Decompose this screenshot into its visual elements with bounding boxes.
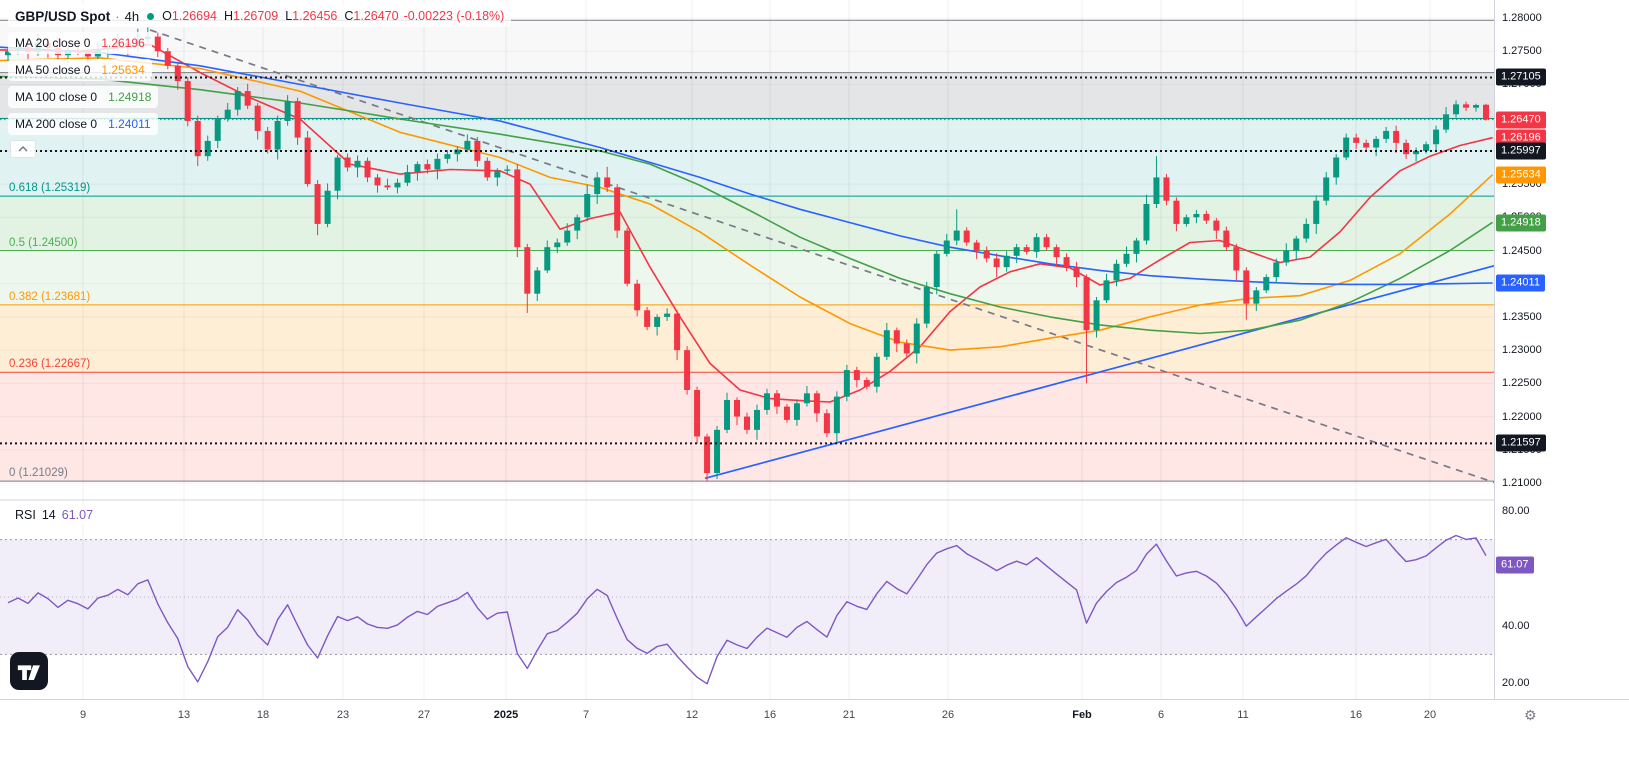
- ohlc-pair: C1.26470: [344, 9, 399, 23]
- price-axis-label: 1.21000: [1502, 477, 1542, 489]
- symbol-row: GBP/USD Spot · 4h O1.26694 H1.26709 L1.264…: [8, 5, 512, 27]
- chevron-up-icon: [18, 146, 28, 152]
- price-tag: 1.21597: [1496, 434, 1546, 452]
- price-axis-label: 1.23500: [1502, 310, 1542, 323]
- ma-label: MA 100 close 0: [15, 90, 98, 104]
- chart-legend: GBP/USD Spot · 4h O1.26694 H1.26709 L1.264…: [8, 5, 512, 158]
- ma-20-line[interactable]: [0, 43, 1493, 403]
- ma-legend-row[interactable]: MA 100 close 0 1.24918: [8, 86, 159, 108]
- time-axis-label: 23: [336, 709, 350, 721]
- ma-label: MA 20 close 0: [15, 36, 91, 50]
- time-axis-label: 13: [177, 709, 191, 721]
- pane-resize-handle[interactable]: [0, 498, 1494, 503]
- time-axis-label: 12: [685, 709, 699, 721]
- ohlc-pair: L1.26456: [285, 9, 338, 23]
- rsi-pane: [0, 539, 1494, 655]
- ma-50-line[interactable]: [0, 57, 1493, 351]
- ma-value: 1.25634: [101, 63, 145, 77]
- ma-value: 1.24918: [108, 90, 152, 104]
- time-axis-label: 6: [1157, 709, 1165, 721]
- rsi-indicator-name[interactable]: RSI: [15, 508, 36, 522]
- price-axis-label: 20.00: [1502, 677, 1530, 689]
- rsi-indicator-params: 14: [41, 508, 56, 522]
- price-tag: 1.27105: [1496, 68, 1546, 86]
- price-tag: 1.25997: [1496, 142, 1546, 160]
- time-axis-label: 18: [256, 709, 270, 721]
- separator-dot: ·: [115, 8, 120, 24]
- time-axis-label: 16: [763, 709, 777, 721]
- price-axis-label: 1.22500: [1502, 377, 1542, 390]
- price-axis-label: 1.24500: [1502, 244, 1542, 257]
- fib-level-label: 0 (1.21029): [9, 467, 68, 480]
- fib-level-label: 0.5 (1.24500): [9, 236, 78, 249]
- time-axis-label: 11: [1237, 709, 1249, 721]
- time-axis-label: 20: [1423, 709, 1437, 721]
- ma-200-line[interactable]: [0, 46, 1493, 286]
- symbol-title[interactable]: GBP/USD Spot: [15, 8, 111, 24]
- ma-legend-row[interactable]: MA 50 close 0 1.25634: [8, 59, 152, 81]
- fib-bands: [0, 20, 1494, 482]
- price-tag: 1.25634: [1496, 166, 1546, 184]
- time-axis-label: 9: [79, 709, 87, 721]
- tradingview-logo-icon: [10, 652, 48, 690]
- price-axis-label: 1.28000: [1502, 12, 1542, 24]
- time-axis-label: 7: [582, 709, 590, 721]
- ma-legend-rows: MA 20 close 0 1.26196 MA 50 close 0 1.25634…: [8, 32, 511, 135]
- price-tag: 1.26196: [1496, 129, 1546, 147]
- rsi-line[interactable]: [7, 534, 1487, 685]
- price-tag: 1.24918: [1496, 214, 1546, 232]
- time-axis-label: 26: [941, 709, 955, 721]
- price-axis-label: 1.27500: [1502, 45, 1542, 58]
- rsi-value: 61.07: [61, 508, 94, 522]
- ma-value: 1.26196: [101, 36, 145, 50]
- ma-label: MA 50 close 0: [15, 63, 91, 77]
- time-axis-label: Feb: [1072, 709, 1092, 721]
- price-tag: 1.26470: [1496, 111, 1546, 129]
- ma-legend-row[interactable]: MA 200 close 0 1.24011: [8, 113, 158, 135]
- rsi-legend: RSI 14 61.07: [8, 506, 101, 524]
- ma-value: 1.24011: [108, 117, 151, 131]
- time-axis[interactable]: ⚙ 9 13 18 23 27 2025 7 12 16 21 26 Feb 6 11 16 20: [0, 699, 1629, 759]
- price-axis-label: 1.23000: [1502, 344, 1542, 357]
- market-status-icon: [147, 12, 155, 20]
- price-change: -0.00223 (-0.18%): [403, 9, 505, 23]
- time-axis-label: 16: [1349, 709, 1363, 721]
- tradingview-logo[interactable]: [10, 652, 48, 690]
- price-tag: 61.07: [1496, 556, 1534, 574]
- ohlc-pair: H1.26709: [224, 9, 279, 23]
- legend-collapse-button[interactable]: [10, 140, 36, 158]
- price-axis-label: 40.00: [1502, 619, 1530, 632]
- fib-level-label: 0.382 (1.23681): [9, 290, 91, 303]
- price-axis[interactable]: 1.280001.275001.270001.265001.260001.255…: [1494, 0, 1629, 699]
- ma-label: MA 200 close 0: [15, 117, 98, 131]
- price-tag: 1.24011: [1496, 274, 1545, 292]
- fib-level-label: 0.236 (1.22667): [9, 358, 91, 371]
- ma-100-line[interactable]: [0, 75, 1493, 335]
- ma-legend-row[interactable]: MA 20 close 0 1.26196: [8, 32, 152, 54]
- price-axis-label: 80.00: [1502, 505, 1530, 517]
- ohlc-values: O1.26694 H1.26709 L1.26456 C1.26470: [162, 9, 399, 23]
- time-axis-label: 27: [417, 709, 431, 721]
- fib-level-label: 0.618 (1.25319): [9, 182, 91, 195]
- interval-label[interactable]: 4h: [124, 8, 140, 24]
- trend-line-resistance-descending[interactable]: [149, 29, 1495, 484]
- time-axis-label: 2025: [493, 709, 519, 721]
- time-axis-label: 21: [842, 709, 856, 721]
- ohlc-pair: O1.26694: [162, 9, 217, 23]
- price-axis-label: 1.22000: [1502, 410, 1542, 423]
- settings-gear-icon[interactable]: ⚙: [1524, 707, 1537, 723]
